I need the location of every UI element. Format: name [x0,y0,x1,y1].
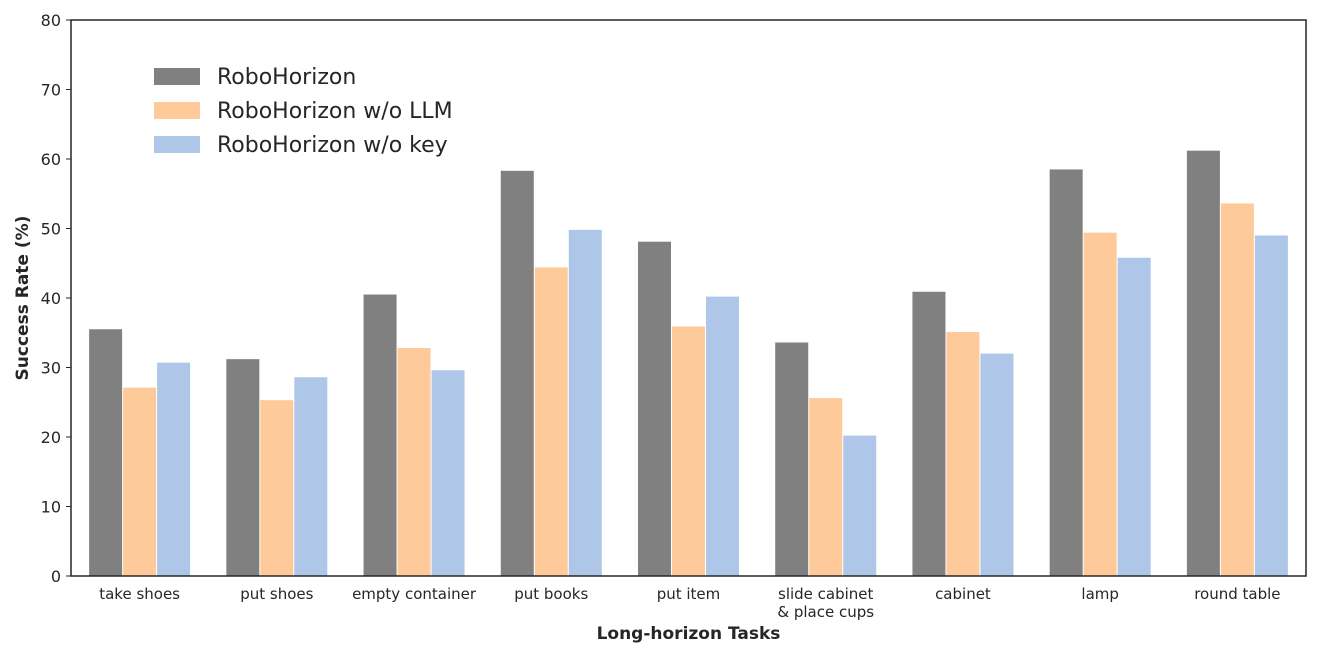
legend-swatch [154,102,200,119]
x-tick-label: & place cups [777,603,874,621]
legend-label: RoboHorizon w/o LLM [217,99,453,124]
bar [980,353,1014,576]
y-axis: 0 10 20 30 40 50 60 70 80 [41,11,71,586]
bar [946,332,980,576]
bar [672,326,705,576]
y-axis-title: Success Rate (%) [13,216,33,381]
x-axis: take shoes put shoes empty container put bo… [99,585,1280,621]
y-tick-label: 40 [41,289,61,308]
legend-swatch [154,68,200,85]
x-tick-label: take shoes [99,585,180,603]
legend: RoboHorizon RoboHorizon w/o LLM RoboHorizo… [154,65,453,158]
bar [294,377,328,576]
bar [1220,203,1254,577]
y-tick-label: 30 [41,359,61,378]
x-tick-label: cabinet [935,585,991,603]
y-tick-label: 0 [51,567,61,586]
bar [123,387,157,576]
legend-swatch [154,136,200,153]
x-tick-label: round table [1194,585,1280,603]
bar [500,170,534,576]
x-tick-label: put books [514,585,588,603]
x-tick-label: put shoes [240,585,313,603]
bar [809,398,843,576]
bar [534,267,568,576]
bar [1254,235,1288,576]
legend-label: RoboHorizon [217,65,356,90]
bar [157,362,191,576]
bar [363,294,397,576]
x-tick-label: empty container [352,585,477,603]
bars-group [89,150,1288,577]
legend-label: RoboHorizon w/o key [217,133,448,158]
bar [912,291,946,576]
bar [638,241,671,576]
x-tick-label: put item [657,585,721,603]
bar [431,370,465,576]
y-tick-label: 70 [41,81,61,100]
bar [1083,232,1117,577]
bar [226,359,260,576]
y-tick-label: 80 [41,11,61,30]
bar [1049,169,1083,577]
bar [89,329,123,576]
bar [1186,150,1220,576]
y-tick-label: 10 [41,498,61,517]
x-tick-label: slide cabinet [778,585,874,603]
y-tick-label: 20 [41,428,61,447]
bar [397,348,431,576]
bar [706,296,739,576]
y-tick-label: 50 [41,220,61,239]
bar [843,435,877,576]
y-tick-label: 60 [41,150,61,169]
x-axis-title: Long-horizon Tasks [597,624,781,644]
bar [775,342,809,576]
bar [260,400,294,576]
x-tick-label: lamp [1081,585,1119,603]
bar [1117,257,1151,576]
bar [568,229,602,576]
